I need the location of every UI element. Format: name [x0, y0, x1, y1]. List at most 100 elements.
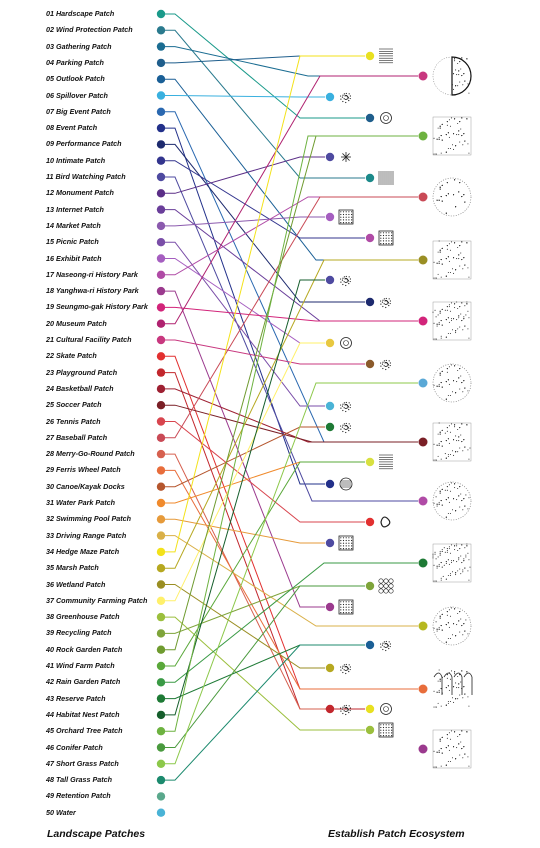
patch-node	[156, 238, 166, 247]
ecosystem-big-node	[418, 481, 472, 521]
patch-node	[156, 221, 166, 231]
patch-node	[156, 417, 166, 426]
connection-line	[161, 279, 325, 716]
patch-label: 20 Museum Patch	[46, 318, 107, 328]
patch-label: 23 Playground Patch	[46, 367, 118, 377]
ecosystem-small-node	[325, 337, 352, 349]
left-caption: Landscape Patches	[47, 828, 146, 840]
connection-line	[161, 75, 418, 325]
right-caption: Establish Patch Ecosystem	[328, 828, 465, 840]
ecosystem-small-node	[365, 703, 392, 715]
patch-label: 35 Marsh Patch	[46, 563, 99, 573]
patch-node	[156, 123, 166, 133]
patch-label: 11 Bird Watching Patch	[46, 172, 126, 181]
connection-line	[161, 562, 418, 683]
connection-line	[161, 55, 365, 553]
patch-node	[156, 91, 166, 100]
patch-node	[156, 254, 166, 263]
patch-label: 06 Spillover Patch	[46, 90, 108, 100]
ecosystem-big-node	[418, 363, 472, 403]
ecosystem-small-node	[325, 477, 353, 491]
patch-label: 31 Water Park Patch	[46, 498, 115, 507]
connection-line	[161, 421, 365, 523]
patch-node	[156, 140, 166, 149]
patch-node	[156, 433, 166, 442]
ecosystem-big-node	[418, 606, 472, 646]
connection-line	[161, 382, 418, 765]
connection-line	[161, 29, 365, 179]
ecosystem-small-node	[325, 152, 351, 162]
ecosystem-small-node	[325, 275, 351, 287]
patch-node	[156, 743, 166, 752]
patch-label: 46 Conifer Patch	[46, 742, 103, 752]
connection-line	[161, 196, 418, 439]
connection-line	[161, 95, 325, 98]
patch-label: 22 Skate Patch	[46, 351, 97, 361]
connection-line	[161, 160, 365, 239]
connection-line	[161, 216, 325, 227]
patch-label: 43 Reserve Patch	[46, 693, 106, 703]
patch-node	[156, 449, 166, 459]
ecosystem-small-node	[325, 599, 354, 615]
connection-line	[161, 156, 325, 194]
patch-node	[156, 303, 166, 312]
patch-label: 29 Ferris Wheel Patch	[46, 465, 121, 475]
patch-node	[156, 42, 166, 51]
patch-label: 47 Short Grass Patch	[46, 758, 119, 768]
connection-line	[161, 143, 365, 303]
patch-node	[156, 189, 166, 198]
connection-line	[161, 339, 365, 365]
ecosystem-big-node	[418, 729, 472, 769]
ecosystem-small-node	[365, 516, 391, 528]
ecosystem-small-node	[365, 359, 391, 371]
ecosystem-small-node	[365, 722, 394, 738]
patch-label: 07 Big Event Patch	[46, 106, 111, 116]
patch-label: 19 Seungmo-gak History Park	[46, 302, 148, 312]
patch-label: 34 Hedge Maze Patch	[46, 546, 120, 556]
connection-line	[161, 585, 365, 748]
patch-node	[156, 205, 166, 214]
patch-node	[156, 107, 166, 117]
connection-line	[161, 644, 365, 781]
patch-node	[156, 759, 166, 768]
patch-label: 30 Canoe/Kayak Docks	[46, 481, 125, 491]
patch-label: 41 Wind Farm Patch	[46, 661, 115, 670]
ecosystem-big-node	[418, 669, 473, 708]
patch-label: 39 Recycling Patch	[46, 628, 112, 638]
patch-label: 18 Yanghwa-ri History Park	[46, 286, 139, 296]
patch-label: 03 Gathering Patch	[46, 41, 112, 51]
ecosystem-small-node	[325, 663, 351, 675]
patch-label: 17 Naseong-ri History Park	[46, 269, 138, 279]
patch-label: 14 Market Patch	[46, 220, 101, 230]
connection-line	[161, 426, 325, 488]
patch-node	[156, 498, 166, 508]
patch-label: 48 Tall Grass Patch	[46, 775, 113, 785]
patch-label: 32 Swimming Pool Patch	[46, 514, 132, 524]
ecosystem-small-node	[365, 454, 393, 470]
patch-label: 15 Picnic Patch	[46, 237, 99, 247]
patch-label: 26 Tennis Patch	[46, 416, 101, 426]
ecosystem-small-node	[325, 422, 351, 434]
connection-line	[161, 259, 418, 569]
connection-line	[161, 644, 365, 700]
connection-line	[161, 535, 418, 627]
patch-node	[156, 645, 166, 654]
patch-node	[156, 75, 166, 84]
patch-node	[156, 286, 166, 296]
ecosystem-big-node	[418, 56, 472, 96]
patch-node	[156, 401, 166, 410]
patch-node	[156, 612, 166, 622]
patch-node	[156, 352, 166, 361]
patch-node	[156, 9, 166, 19]
ecosystem-big-node	[418, 177, 472, 217]
patch-node	[156, 515, 166, 524]
ecosystem-small-node	[325, 209, 354, 225]
ecosystem-big-node	[418, 422, 472, 462]
ecosystem-small-node	[325, 92, 351, 104]
patch-node	[156, 547, 166, 557]
patch-node	[156, 792, 166, 801]
patch-label: 28 Merry-Go-Round Patch	[46, 449, 135, 459]
connection-line	[161, 135, 418, 732]
patch-label: 08 Event Patch	[46, 123, 98, 133]
